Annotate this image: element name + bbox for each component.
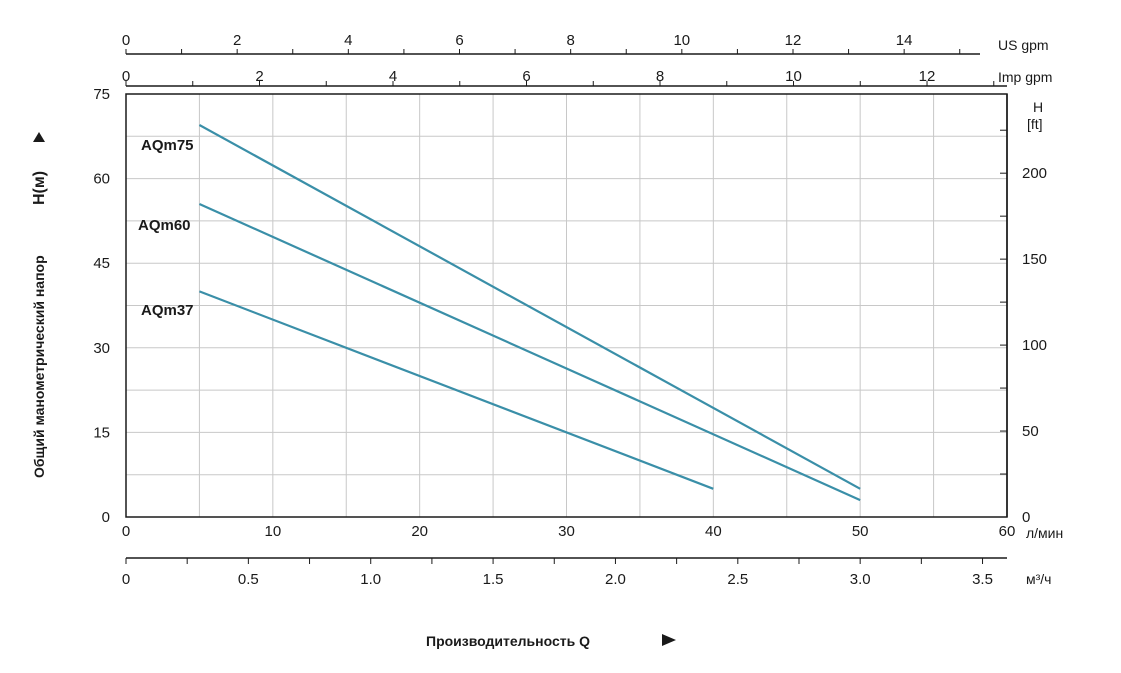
imp-gpm-tick-label: 8 xyxy=(656,68,664,85)
series-line-aqm75 xyxy=(198,124,861,490)
right-axis-unit-bottom: [ft] xyxy=(1027,116,1043,132)
m3h-tick-label: 0 xyxy=(122,571,130,588)
x-tick-label: 10 xyxy=(264,523,281,540)
x-tick-label: 50 xyxy=(852,523,869,540)
y-axis-arrow-icon xyxy=(33,132,45,142)
us-gpm-tick-label: 4 xyxy=(344,32,352,49)
us-gpm-tick-label: 10 xyxy=(673,32,690,49)
series-label-aqm60: AQm60 xyxy=(138,217,191,234)
series-line-aqm60 xyxy=(198,202,861,502)
x-tick-label: 30 xyxy=(558,523,575,540)
imp-gpm-tick-label: 0 xyxy=(122,68,130,85)
us-gpm-tick-label: 8 xyxy=(566,32,574,49)
right-tick-label: 50 xyxy=(1022,423,1039,440)
m3h-unit: м³/ч xyxy=(1026,571,1051,587)
right-tick-label: 0 xyxy=(1022,509,1030,526)
y-tick-label: 60 xyxy=(93,171,110,188)
imp-gpm-unit: Imp gpm xyxy=(998,69,1052,85)
y-axis-symbol: H(м) xyxy=(31,171,48,205)
x-axis-unit: л/мин xyxy=(1026,525,1063,541)
m3h-tick-label: 3.5 xyxy=(972,571,993,588)
y-tick-label: 45 xyxy=(93,255,110,272)
m3h-tick-label: 1.5 xyxy=(483,571,504,588)
us-gpm-tick-label: 12 xyxy=(785,32,802,49)
x-tick-label: 0 xyxy=(122,523,130,540)
imp-gpm-tick-label: 6 xyxy=(522,68,530,85)
series: AQm75 AQm60 AQm37 xyxy=(138,124,861,502)
m3h-tick-label: 2.0 xyxy=(605,571,626,588)
right-axis-unit-top: H xyxy=(1033,99,1043,115)
y-tick-label: 0 xyxy=(102,509,110,526)
m3h-tick-label: 2.5 xyxy=(727,571,748,588)
us-gpm-unit: US gpm xyxy=(998,37,1049,53)
imp-gpm-tick-label: 2 xyxy=(255,68,263,85)
y-tick-label: 15 xyxy=(93,424,110,441)
y-axis-title: Общий манометрический напор xyxy=(31,255,47,478)
x-tick-label: 40 xyxy=(705,523,722,540)
x-axis-arrow-icon xyxy=(662,634,676,646)
y-tick-label: 75 xyxy=(93,86,110,103)
series-label-aqm37: AQm37 xyxy=(141,302,194,319)
series-label-aqm75: AQm75 xyxy=(141,137,194,154)
right-tick-label: 100 xyxy=(1022,337,1047,354)
imp-gpm-tick-label: 4 xyxy=(389,68,397,85)
m3h-tick-label: 3.0 xyxy=(850,571,871,588)
us-gpm-tick-label: 6 xyxy=(455,32,463,49)
labels: Общий манометрический напор H(м) Произво… xyxy=(31,132,676,649)
right-tick-label: 200 xyxy=(1022,165,1047,182)
y-tick-label: 30 xyxy=(93,340,110,357)
x-axis-title: Производительность Q xyxy=(426,633,590,649)
us-gpm-tick-label: 2 xyxy=(233,32,241,49)
right-tick-label: 150 xyxy=(1022,251,1047,268)
imp-gpm-tick-label: 10 xyxy=(785,68,802,85)
x-tick-label: 60 xyxy=(999,523,1016,540)
series-line-aqm37 xyxy=(199,290,714,490)
m3h-tick-label: 1.0 xyxy=(360,571,381,588)
imp-gpm-tick-label: 12 xyxy=(919,68,936,85)
us-gpm-tick-label: 14 xyxy=(896,32,913,49)
us-gpm-tick-label: 0 xyxy=(122,32,130,49)
m3h-tick-label: 0.5 xyxy=(238,571,259,588)
x-tick-label: 20 xyxy=(411,523,428,540)
